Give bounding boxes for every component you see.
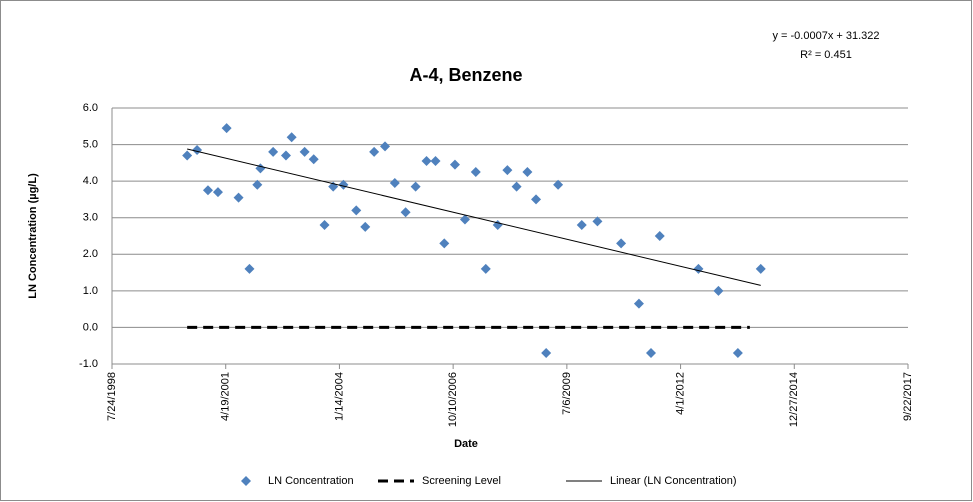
data-point (576, 220, 587, 231)
data-point (480, 263, 491, 274)
y-tick-label: 3.0 (83, 212, 98, 224)
data-point (646, 348, 657, 359)
data-point (299, 146, 310, 157)
data-point (755, 263, 766, 274)
data-point (233, 192, 244, 203)
data-point (713, 285, 724, 296)
data-point (410, 181, 421, 192)
legend-symbol (241, 476, 251, 486)
legend-label: LN Concentration (268, 475, 354, 487)
data-point (351, 205, 362, 216)
data-point (592, 216, 603, 227)
y-tick-label: 5.0 (83, 138, 98, 150)
y-axis-title: LN Concentration (µg/L) (27, 173, 39, 299)
data-point (380, 141, 391, 152)
data-point (244, 263, 255, 274)
data-point (449, 159, 460, 170)
x-tick-label: 7/6/2009 (561, 372, 573, 415)
data-point (531, 194, 542, 205)
y-tick-label: 0.0 (83, 321, 98, 333)
x-tick-label: 1/14/2004 (333, 372, 345, 421)
x-tick-label: 10/10/2006 (447, 372, 459, 427)
x-tick-label: 12/27/2014 (788, 372, 800, 427)
chart-title: A-4, Benzene (409, 65, 522, 85)
data-point (430, 156, 441, 167)
data-point (541, 348, 552, 359)
data-point (338, 179, 349, 190)
data-point (360, 221, 371, 232)
data-point (633, 298, 644, 309)
data-point (439, 238, 450, 249)
y-tick-label: 6.0 (83, 102, 98, 114)
data-point (268, 146, 279, 157)
y-tick-label: 1.0 (83, 285, 98, 297)
data-point (470, 167, 481, 177)
data-point (212, 187, 223, 198)
data-point (252, 179, 263, 190)
data-point (511, 181, 522, 192)
data-point (522, 167, 533, 177)
data-point (459, 214, 470, 225)
legend-label: Screening Level (422, 475, 501, 487)
data-point (553, 179, 564, 190)
y-tick-label: 4.0 (83, 175, 98, 187)
x-axis-title: Date (454, 438, 478, 450)
data-point (502, 165, 513, 176)
data-point (192, 145, 203, 156)
x-tick-label: 7/24/1998 (106, 372, 118, 421)
data-point (221, 123, 232, 134)
data-point (369, 146, 380, 157)
data-point (182, 150, 193, 161)
data-point (389, 177, 400, 188)
trend-line (187, 148, 761, 286)
legend-label: Linear (LN Concentration) (610, 475, 737, 487)
data-point (308, 154, 319, 165)
data-point (732, 348, 743, 359)
trend-r2: R² = 0.451 (800, 49, 852, 61)
data-point (202, 185, 213, 196)
x-tick-label: 9/22/2017 (902, 372, 914, 421)
trend-equation: y = -0.0007x + 31.322 (772, 30, 879, 42)
y-tick-label: -1.0 (79, 358, 98, 370)
x-tick-label: 4/1/2012 (674, 372, 686, 415)
data-point (654, 231, 665, 241)
data-point (319, 220, 330, 231)
data-point (616, 238, 627, 249)
data-point (280, 150, 291, 161)
data-point (421, 156, 432, 167)
data-point (286, 132, 297, 143)
y-tick-label: 2.0 (83, 248, 98, 260)
data-point (400, 207, 411, 218)
x-tick-label: 4/19/2001 (220, 372, 232, 421)
